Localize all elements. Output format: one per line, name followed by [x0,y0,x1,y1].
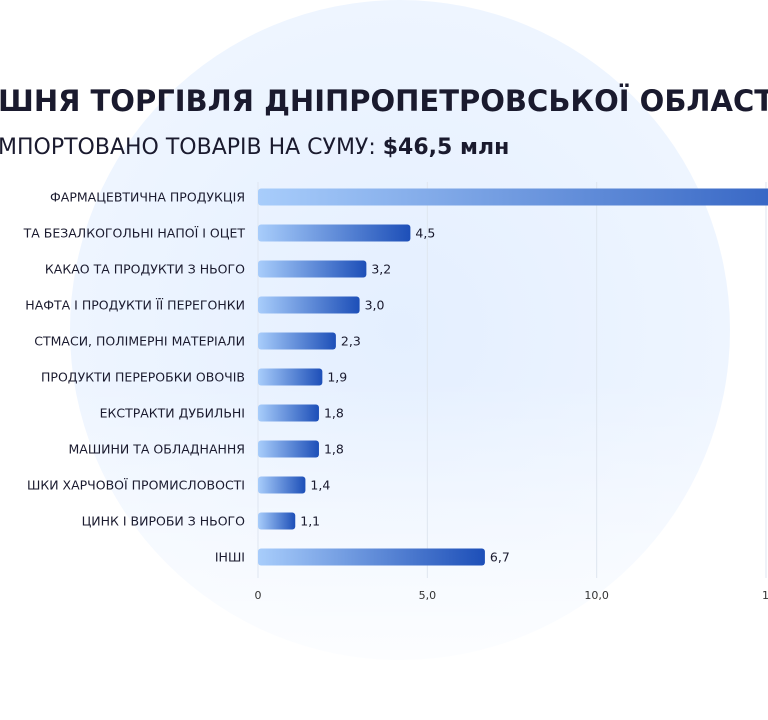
y-tick-label: ФАРМАЦЕВТИЧНА ПРОДУКЦІЯ [50,190,245,205]
subtitle: МПОРТОВАНО ТОВАРІВ НА СУМУ: $46,5 млн [0,135,509,160]
bar [258,512,296,530]
value-label: 1,8 [324,406,344,421]
value-label: 6,7 [490,550,510,565]
bar [258,548,485,566]
y-tick-label: СТМАСИ, ПОЛІМЕРНІ МАТЕРІАЛИ [34,334,245,349]
value-label: 1,9 [327,370,347,385]
value-label: 4,5 [415,226,435,241]
y-tick-label: ШКИ ХАРЧОВОЇ ПРОМИСЛОВОСТІ [27,478,245,493]
bar [258,476,306,494]
bar [258,332,336,350]
bar [258,368,323,386]
y-tick-label: МАШИНИ ТА ОБЛАДНАННЯ [68,442,245,457]
y-tick-label: ЦИНК І ВИРОБИ З НЬОГО [82,514,246,529]
value-label: 3,2 [371,262,391,277]
chart-title: ШНЯ ТОРГІВЛЯ ДНІПРОПЕТРОВСЬКОЇ ОБЛАСТІ [0,84,768,118]
subtitle-text: МПОРТОВАНО ТОВАРІВ НА СУМУ: [0,135,376,160]
x-tick-label: 1 [762,589,768,602]
bar [258,188,768,206]
value-label: 1,4 [310,478,330,493]
bar [258,224,411,242]
y-tick-label: НАФТА І ПРОДУКТИ ЇЇ ПЕРЕГОНКИ [25,298,245,313]
bar [258,404,319,422]
y-tick-label: ТА БЕЗАЛКОГОЛЬНІ НАПОЇ І ОЦЕТ [23,226,246,241]
total: $46,5 млн [383,135,510,160]
bar [258,260,367,278]
value-label: 1,8 [324,442,344,457]
bar [258,440,319,458]
x-tick-label: 5,0 [419,589,437,602]
y-tick-label: ЕКСТРАКТИ ДУБИЛЬНІ [100,406,245,421]
x-tick-label: 0 [255,589,262,602]
bar [258,296,360,314]
x-tick-label: 10,0 [584,589,609,602]
value-label: 2,3 [341,334,361,349]
value-label: 3,0 [365,298,385,313]
value-label: 1,1 [300,514,320,529]
y-tick-label: КАКАО ТА ПРОДУКТИ З НЬОГО [45,262,245,277]
y-tick-label: ІНШІ [215,550,245,565]
y-tick-label: ПРОДУКТИ ПЕРЕРОБКИ ОВОЧІВ [41,370,245,385]
